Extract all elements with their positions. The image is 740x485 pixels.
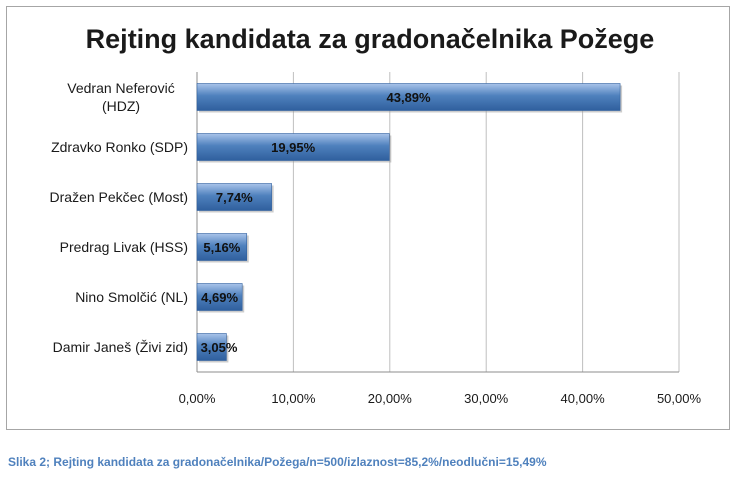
- labels: 0,00% 10,00% 20,00% 30,00% 40,00% 50,00% 43,89…: [50, 80, 702, 406]
- category-label: Zdravko Ronko (SDP): [51, 139, 188, 155]
- bar: [196, 283, 243, 311]
- x-tick-label: 0,00%: [179, 391, 216, 406]
- x-tick-label: 20,00%: [368, 391, 413, 406]
- category-label: Dražen Pekčec (Most): [50, 189, 188, 205]
- category-label: Damir Janeš (Živi zid): [53, 339, 188, 355]
- data-label: 3,05%: [201, 340, 238, 355]
- bar: [196, 333, 227, 361]
- bars: [196, 83, 623, 363]
- data-label: 4,69%: [201, 290, 238, 305]
- data-label: 43,89%: [387, 90, 432, 105]
- bar: [196, 83, 621, 111]
- x-tick-label: 50,00%: [657, 391, 702, 406]
- x-tick-label: 40,00%: [561, 391, 606, 406]
- x-tick-label: 30,00%: [464, 391, 509, 406]
- data-label: 7,74%: [216, 190, 253, 205]
- bar: [196, 183, 272, 211]
- gridlines: [196, 72, 680, 373]
- category-label: Vedran Neferović: [67, 80, 174, 96]
- data-label: 5,16%: [203, 240, 240, 255]
- bar: [196, 233, 248, 261]
- chart-title: Rejting kandidata za gradonačelnika Pože…: [85, 24, 655, 54]
- bar: [196, 133, 390, 161]
- figure-caption: Slika 2; Rejting kandidata za gradonačel…: [8, 455, 547, 469]
- chart-frame: [6, 6, 730, 430]
- x-tick-label: 10,00%: [271, 391, 316, 406]
- category-label: Nino Smolčić (NL): [75, 289, 188, 305]
- category-label: Predrag Livak (HSS): [60, 239, 188, 255]
- category-label: (HDZ): [102, 98, 140, 114]
- data-label: 19,95%: [271, 140, 316, 155]
